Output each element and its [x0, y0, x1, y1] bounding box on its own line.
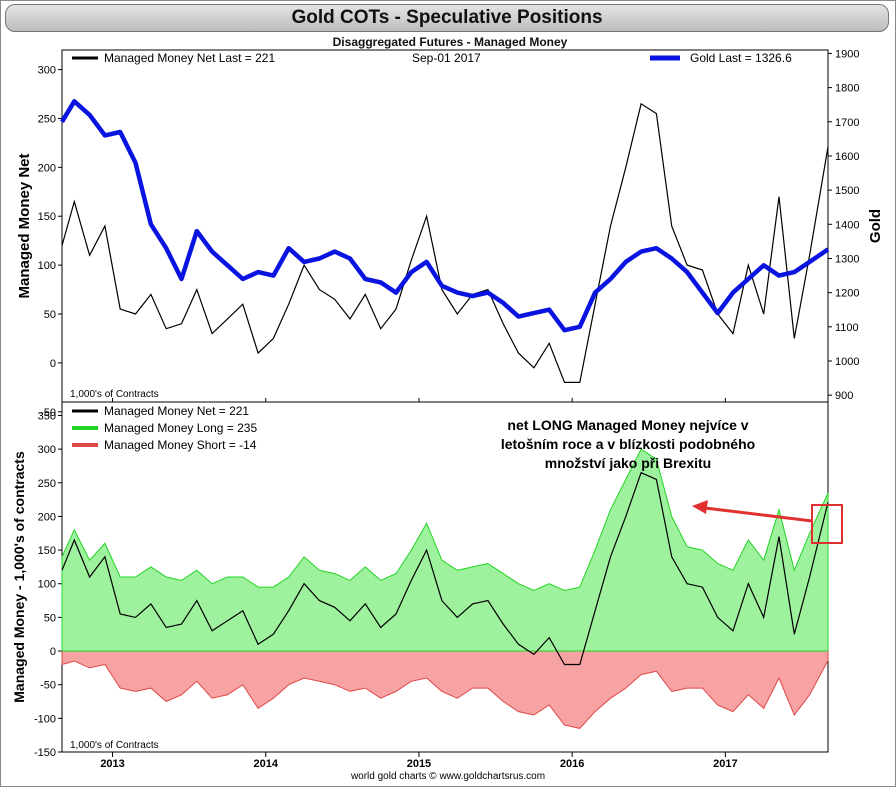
x-tick-label: 2017 [713, 758, 737, 770]
right-y-tick-label: 1400 [835, 219, 859, 231]
bottom-y-axis-title: Managed Money - 1,000's of contracts [11, 451, 27, 703]
top-net-series-line [61, 102, 829, 383]
annotation-arrow-line [704, 506, 813, 523]
x-tick-label: 2014 [254, 758, 279, 770]
gold-price-series-line [60, 99, 830, 333]
bottom-y-tick-label: 350 [38, 410, 56, 422]
bottom-y-tick-label: 150 [38, 545, 56, 557]
annotation-line-1: net LONG Managed Money nejvíce v [507, 417, 748, 433]
right-y-tick-label: 1000 [835, 356, 859, 368]
top-y-tick-label: 150 [38, 211, 56, 223]
footer-credit: world gold charts © www.goldchartsrus.co… [350, 771, 545, 782]
bottom-y-tick-label: 200 [38, 511, 56, 523]
chart-title: Gold COTs - Speculative Positions [5, 4, 889, 32]
bottom-y-tick-label: 50 [44, 612, 56, 624]
top-y-tick-label: 300 [38, 65, 56, 77]
top-y-axis-title: Managed Money Net [16, 153, 33, 298]
chart-subtitle: Disaggregated Futures - Managed Money [333, 35, 568, 49]
top-y-tick-label: -50 [40, 407, 56, 419]
legend-long-label: Managed Money Long = 235 [104, 421, 257, 435]
right-y-tick-label: 1700 [835, 117, 859, 129]
right-y-tick-label: 1300 [835, 253, 859, 265]
bottom-y-tick-label: -150 [34, 747, 56, 759]
right-y-tick-label: 1800 [835, 83, 859, 95]
right-y-tick-label: 1200 [835, 288, 859, 300]
legend-bottom-net-label: Managed Money Net = 221 [104, 404, 249, 418]
top-y-tick-label: 250 [38, 113, 56, 125]
right-y-tick-label: 1500 [835, 185, 859, 197]
legend-gold-label: Gold Last = 1326.6 [690, 51, 792, 65]
top-y-tick-label: 50 [44, 309, 56, 321]
bottom-y-tick-label: 300 [38, 444, 56, 456]
annotation-arrow-head [692, 500, 708, 514]
top-units-note: 1,000's of Contracts [70, 389, 159, 400]
annotation-highlight-box [811, 504, 843, 544]
legend-net-label: Managed Money Net Last = 221 [104, 51, 275, 65]
x-tick-label: 2016 [560, 758, 584, 770]
top-y-tick-label: 200 [38, 162, 56, 174]
top-plot-area [61, 49, 829, 403]
bottom-panel: -150 -100 -50 0 50 100 150 200 250 300 350 2013 2014… [34, 398, 829, 770]
x-tick-label: 2015 [407, 758, 431, 770]
bottom-y-tick-label: 100 [38, 579, 56, 591]
short-series-area [61, 650, 829, 729]
bottom-y-tick-label: 250 [38, 478, 56, 490]
annotation-line-3: množství jako při Brexitu [545, 455, 711, 471]
bottom-units-note: 1,000's of Contracts [70, 740, 159, 751]
bottom-y-tick-label: -50 [40, 680, 56, 692]
bottom-net-series-line [61, 471, 829, 666]
right-y-tick-label: 1600 [835, 151, 859, 163]
long-series-area [61, 448, 829, 652]
bottom-y-tick-label: 0 [50, 646, 56, 658]
date-label: Sep-01 2017 [412, 51, 481, 65]
top-y-tick-label: 0 [50, 358, 56, 370]
legend-short-label: Managed Money Short = -14 [104, 438, 257, 452]
annotation-line-2: letošním roce a v blízkosti podobného [501, 436, 755, 452]
right-y-tick-label: 900 [835, 390, 853, 402]
right-y-tick-label: 1900 [835, 48, 859, 60]
top-panel: -50 0 50 100 150 200 250 300 900 1000 1100 1200 1300… [38, 48, 860, 418]
bottom-y-tick-label: -100 [34, 713, 56, 725]
right-y-axis-title: Gold [867, 209, 884, 243]
x-tick-label: 2013 [100, 758, 124, 770]
right-y-tick-label: 1100 [835, 322, 859, 334]
top-y-tick-label: 100 [38, 260, 56, 272]
